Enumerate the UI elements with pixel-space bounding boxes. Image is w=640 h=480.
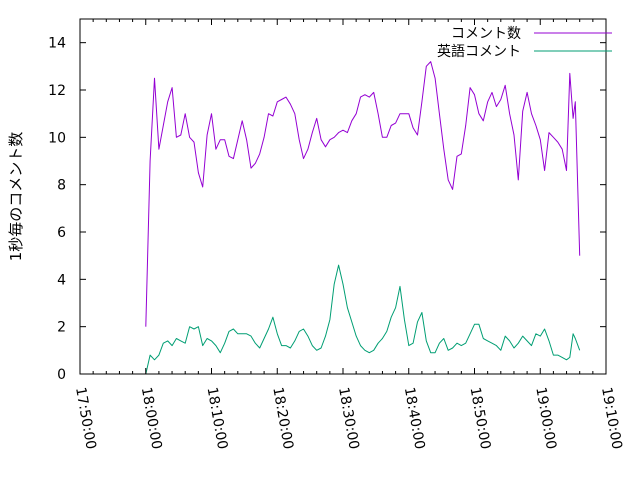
plot-frame	[79, 18, 607, 375]
y-tick-label: 2	[57, 320, 66, 336]
x-tick-label: 18:30:00	[335, 386, 362, 451]
series-line-1	[145, 61, 581, 327]
x-tick-label: 18:20:00	[269, 386, 296, 451]
x-tick-label: 18:10:00	[204, 386, 231, 451]
series-line-2	[145, 264, 581, 375]
y-tick-label: 14	[48, 36, 66, 52]
axis-ticks	[79, 19, 607, 375]
y-axis-label: 1秒毎のコメント数	[7, 132, 25, 262]
legend-label-1: コメント数	[451, 26, 521, 42]
y-tick-label: 6	[57, 225, 66, 241]
y-tick-label: 8	[57, 178, 66, 194]
x-tick-label: 18:00:00	[138, 386, 165, 451]
x-tick-label: 17:50:00	[72, 386, 99, 451]
y-tick-labels: 0 2 4 6 8 10 12 14	[48, 36, 66, 383]
y-tick-label: 4	[57, 272, 66, 288]
legend-label-2: 英語コメント	[437, 43, 521, 60]
x-tick-label: 19:00:00	[532, 386, 559, 451]
y-tick-label: 10	[48, 130, 66, 146]
x-tick-labels: 17:50:00 18:00:00 18:10:00 18:20:00 18:30:00…	[72, 386, 625, 451]
x-tick-label: 18:40:00	[401, 386, 428, 451]
y-tick-label: 0	[57, 367, 66, 383]
x-tick-label: 19:10:00	[598, 386, 625, 451]
x-tick-label: 18:50:00	[467, 386, 494, 451]
series-lines	[145, 61, 581, 375]
y-tick-label: 12	[48, 83, 66, 99]
